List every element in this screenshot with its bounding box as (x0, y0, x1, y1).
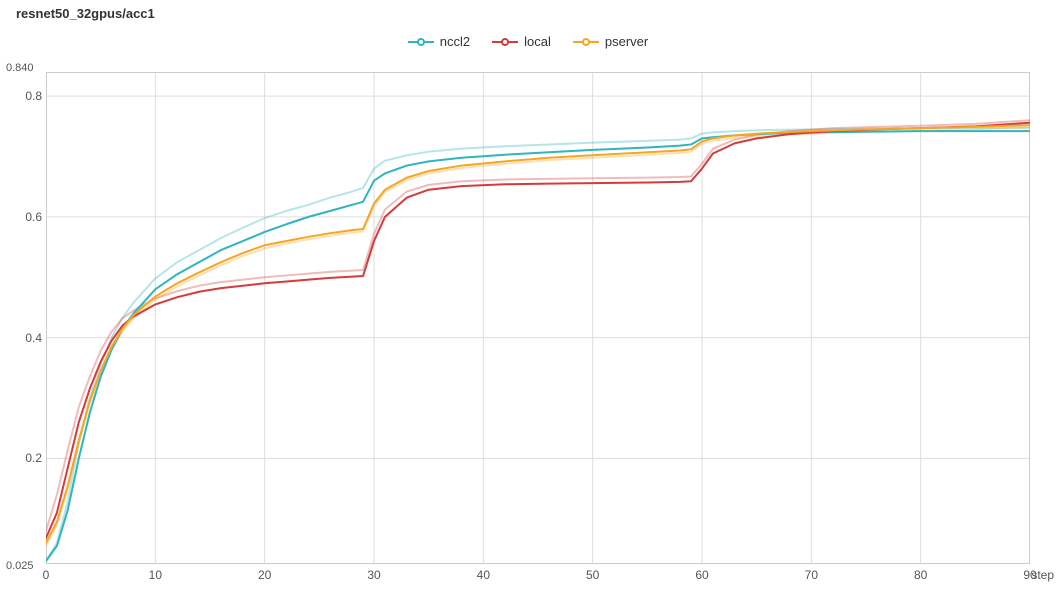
x-axis-title: step (1031, 568, 1054, 582)
legend-item-pserver[interactable]: pserver (573, 34, 648, 49)
x-tick-label: 60 (695, 568, 708, 582)
plot-svg (46, 72, 1030, 564)
y-tick-label: 0.6 (6, 210, 42, 224)
y-min-label: 0.025 (6, 560, 34, 572)
x-tick-label: 30 (367, 568, 380, 582)
y-tick-label: 0.8 (6, 89, 42, 103)
legend-item-nccl2[interactable]: nccl2 (408, 34, 470, 49)
legend-swatch (408, 36, 434, 48)
series-pserver (46, 125, 1030, 543)
legend: nccl2 local pserver (0, 34, 1056, 49)
legend-label: local (524, 34, 551, 49)
series-local (46, 123, 1030, 538)
plot-area: 0.20.40.60.8 0102030405060708090 0.840 0… (46, 72, 1030, 564)
series-faint-pserver (46, 128, 1030, 546)
x-tick-label: 40 (477, 568, 490, 582)
legend-item-local[interactable]: local (492, 34, 551, 49)
y-max-label: 0.840 (6, 62, 34, 74)
legend-label: pserver (605, 34, 648, 49)
legend-swatch (492, 36, 518, 48)
chart-title: resnet50_32gpus/acc1 (16, 6, 155, 21)
legend-label: nccl2 (440, 34, 470, 49)
x-tick-label: 70 (805, 568, 818, 582)
x-tick-label: 80 (914, 568, 927, 582)
x-tick-label: 10 (149, 568, 162, 582)
series-nccl2 (46, 131, 1030, 561)
y-tick-label: 0.4 (6, 331, 42, 345)
x-tick-labels: 0102030405060708090 (46, 564, 1030, 584)
chart-container: resnet50_32gpus/acc1 nccl2 local pserver 0… (0, 0, 1056, 600)
x-tick-label: 0 (43, 568, 50, 582)
series-faint-nccl2 (46, 128, 1030, 561)
y-tick-label: 0.2 (6, 451, 42, 465)
y-tick-labels: 0.2 0.4 0.6 0.8 (6, 72, 42, 564)
x-tick-label: 20 (258, 568, 271, 582)
series-faint-local (46, 120, 1030, 531)
legend-swatch (573, 36, 599, 48)
x-tick-label: 50 (586, 568, 599, 582)
